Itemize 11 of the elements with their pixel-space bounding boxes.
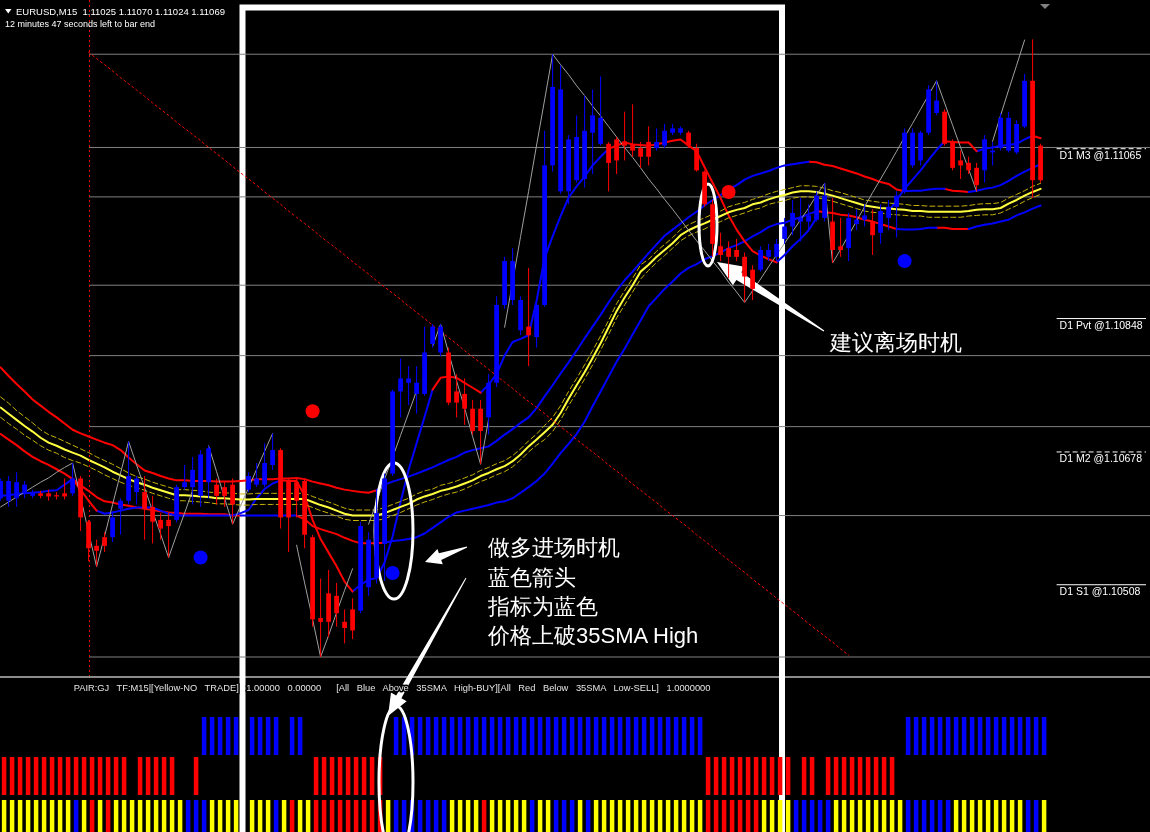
annotation: 做多进场时机 [488, 535, 620, 560]
annotation: 蓝色箭头 [488, 565, 576, 590]
ref-line-label: D1 Pvt @1.10848 [1059, 319, 1143, 332]
annotation: 建议离场时机 [829, 330, 962, 355]
ref-line-label: D1 M3 @1.11065 [1059, 149, 1142, 162]
chart-subtitle: 12 minutes 47 seconds left to bar end [5, 19, 156, 29]
ref-line-label: D1 S1 @1.10508 [1059, 585, 1141, 598]
annotation: 指标为蓝色 [487, 594, 598, 619]
chart-title: EURUSD,M15 1.11025 1.11070 1.11024 1.11069 [16, 6, 225, 17]
ref-line-label: D1 M2 @1.10678 [1059, 452, 1143, 465]
annotation: 价格上破35SMA High [487, 623, 699, 648]
